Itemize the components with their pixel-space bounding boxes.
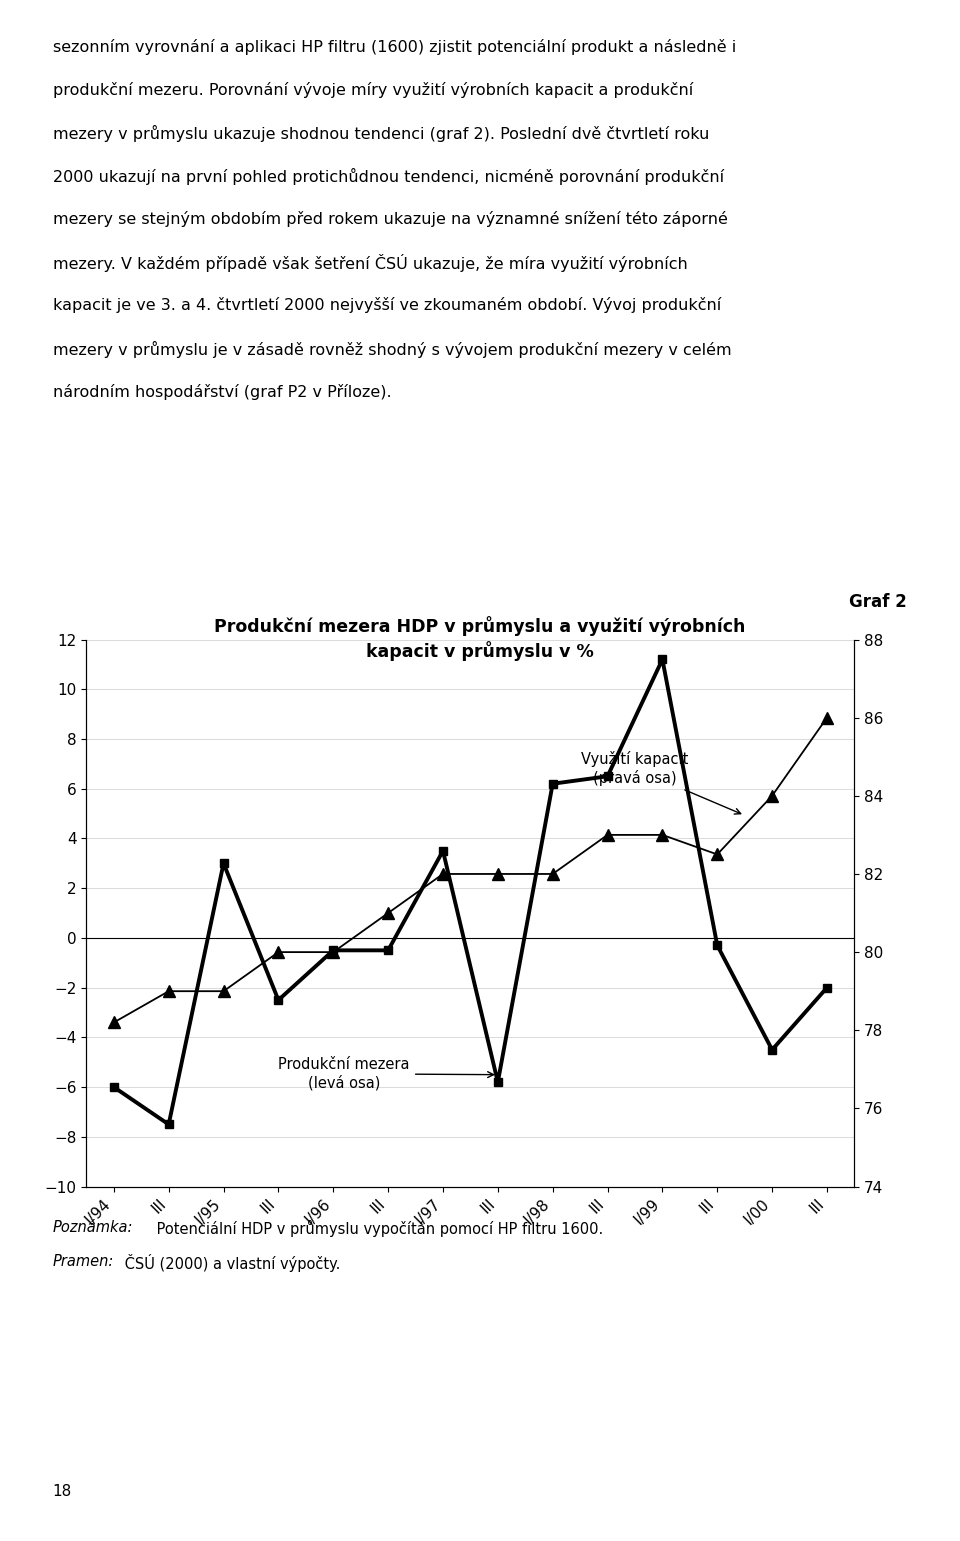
Text: mezery se stejným obdobím před rokem ukazuje na významné snížení této záporné: mezery se stejným obdobím před rokem uka… — [53, 211, 728, 227]
Text: mezery v průmyslu ukazuje shodnou tendenci (graf 2). Poslední dvě čtvrtletí roku: mezery v průmyslu ukazuje shodnou tenden… — [53, 125, 709, 142]
Text: Potenciální HDP v průmyslu vypočítán pomocí HP filtru 1600.: Potenciální HDP v průmyslu vypočítán pom… — [152, 1220, 603, 1237]
Text: Využití kapacit
(pravá osa): Využití kapacit (pravá osa) — [582, 752, 741, 814]
Text: Produkční mezera HDP v průmyslu a využití výrobních
kapacit v průmyslu v %: Produkční mezera HDP v průmyslu a využit… — [214, 616, 746, 661]
Text: kapacit je ve 3. a 4. čtvrtletí 2000 nejvyšší ve zkoumaném období. Vývoj produkč: kapacit je ve 3. a 4. čtvrtletí 2000 nej… — [53, 297, 721, 313]
Text: 18: 18 — [53, 1484, 72, 1499]
Text: sezonním vyrovnání a aplikaci HP filtru (1600) zjistit potenciální produkt a nás: sezonním vyrovnání a aplikaci HP filtru … — [53, 39, 736, 54]
Text: národním hospodářství (graf P2 v Příloze).: národním hospodářství (graf P2 v Příloze… — [53, 384, 392, 399]
Text: mezery. V každém případě však šetření ČSÚ ukazuje, že míra využití výrobních: mezery. V každém případě však šetření ČS… — [53, 254, 687, 273]
Text: mezery v průmyslu je v zásadě rovněž shodný s vývojem produkční mezery v celém: mezery v průmyslu je v zásadě rovněž sho… — [53, 341, 732, 358]
Text: 2000 ukazují na první pohled protichůdnou tendenci, nicméně porovnání produkční: 2000 ukazují na první pohled protichůdno… — [53, 168, 724, 185]
Text: produkční mezeru. Porovnání vývoje míry využití výrobních kapacit a produkční: produkční mezeru. Porovnání vývoje míry … — [53, 82, 693, 97]
Text: Pramen:: Pramen: — [53, 1254, 114, 1270]
Text: Poznámka:: Poznámka: — [53, 1220, 133, 1236]
Text: ČSÚ (2000) a vlastní výpočty.: ČSÚ (2000) a vlastní výpočty. — [120, 1254, 341, 1273]
Text: Produkční mezera
(levá osa): Produkční mezera (levá osa) — [278, 1057, 493, 1091]
Text: Graf 2: Graf 2 — [850, 593, 907, 612]
